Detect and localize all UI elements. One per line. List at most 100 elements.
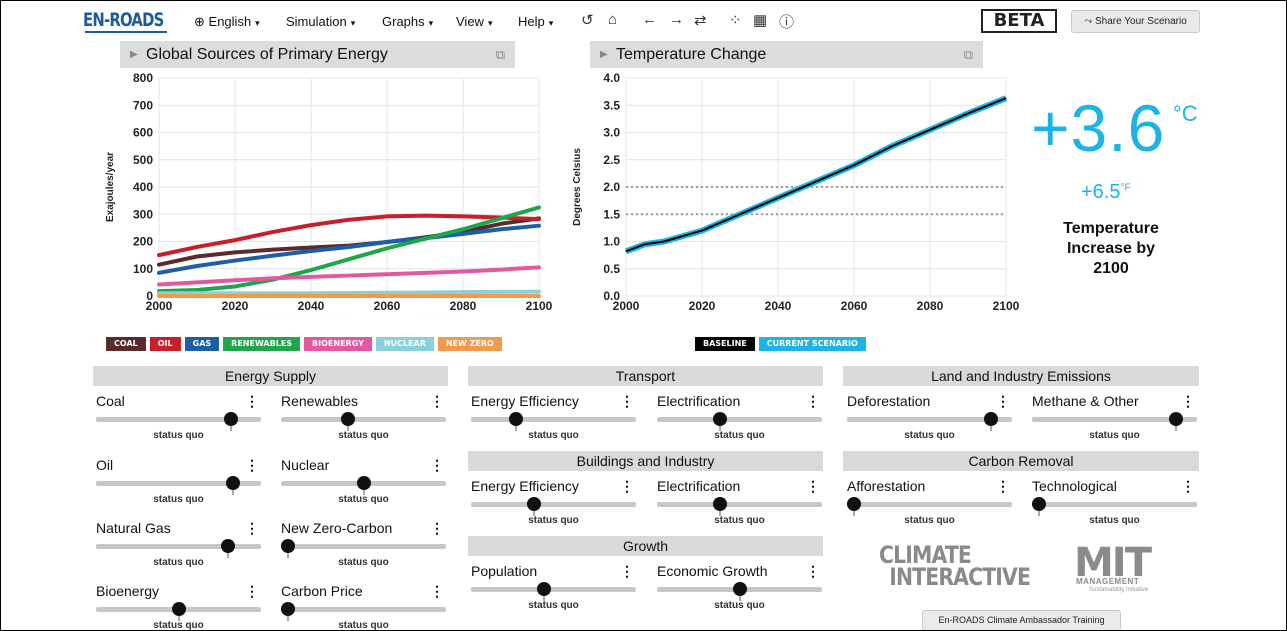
slider-knob[interactable] — [281, 602, 295, 616]
slider-track[interactable] — [471, 502, 636, 507]
graph1-header[interactable]: ▶ Global Sources of Primary Energy ⧉ — [120, 41, 515, 68]
more-options-icon[interactable]: ⋮ — [620, 393, 634, 409]
share-scenario-button[interactable]: ⤳ Share Your Scenario — [1071, 10, 1200, 33]
legend-item-baseline[interactable]: BASELINE — [695, 337, 755, 351]
home-icon[interactable]: ⌂ — [608, 11, 618, 28]
more-options-icon[interactable]: ⋮ — [430, 520, 444, 536]
slider-track[interactable] — [281, 417, 446, 422]
slider-technological[interactable]: Technological ⋮ status quo — [1032, 477, 1197, 526]
slider-economic-growth[interactable]: Economic Growth ⋮ status quo — [657, 562, 822, 611]
menu-view[interactable]: View ▾ — [456, 14, 492, 29]
copy-icon[interactable]: ⧉ — [963, 47, 973, 62]
slider-new-zero-carbon[interactable]: New Zero-Carbon ⋮ status quo — [281, 519, 446, 568]
slider-track[interactable] — [847, 502, 1012, 507]
expand-triangle-icon[interactable]: ▶ — [130, 49, 138, 60]
slider-knob[interactable] — [712, 497, 727, 511]
more-options-icon[interactable]: ⋮ — [996, 478, 1010, 494]
slider-buildings-efficiency[interactable]: Energy Efficiency ⋮ status quo — [471, 477, 636, 526]
slider-transport-electrification[interactable]: Electrification ⋮ status quo — [657, 392, 822, 441]
back-icon[interactable]: ← — [642, 11, 657, 28]
slider-methane-other[interactable]: Methane & Other ⋮ status quo — [1032, 392, 1197, 441]
more-options-icon[interactable]: ⋮ — [245, 457, 259, 473]
slider-knob[interactable] — [732, 582, 747, 596]
menu-help[interactable]: Help ▾ — [518, 14, 553, 29]
slider-carbon-price[interactable]: Carbon Price ⋮ status quo — [281, 582, 446, 630]
slider-track[interactable] — [281, 607, 446, 612]
slider-track[interactable] — [847, 417, 1012, 422]
slider-knob[interactable] — [847, 497, 861, 511]
slider-natural-gas[interactable]: Natural Gas ⋮ status quo — [96, 519, 261, 568]
slider-knob[interactable] — [224, 412, 239, 426]
slider-oil[interactable]: Oil ⋮ status quo — [96, 456, 261, 505]
slider-track[interactable] — [1032, 502, 1197, 507]
slider-knob[interactable] — [526, 497, 541, 511]
slider-track[interactable] — [96, 417, 261, 422]
slider-track[interactable] — [657, 502, 822, 507]
slider-deforestation[interactable]: Deforestation ⋮ status quo — [847, 392, 1012, 441]
more-options-icon[interactable]: ⋮ — [430, 457, 444, 473]
slider-knob[interactable] — [984, 412, 999, 426]
slider-renewables[interactable]: Renewables ⋮ status quo — [281, 392, 446, 441]
slider-knob[interactable] — [1032, 497, 1046, 511]
menu-simulation[interactable]: Simulation ▾ — [286, 14, 355, 29]
forward-icon[interactable]: → — [669, 11, 684, 28]
table-icon[interactable]: ▦ — [753, 12, 768, 29]
reset-icon[interactable]: ⇄ — [694, 12, 707, 29]
legend-item-oil[interactable]: OIL — [149, 337, 181, 351]
slider-knob[interactable] — [1169, 412, 1184, 426]
more-options-icon[interactable]: ⋮ — [620, 563, 634, 579]
legend-item-gas[interactable]: GAS — [184, 337, 220, 351]
slider-track[interactable] — [96, 544, 261, 549]
slider-knob[interactable] — [356, 476, 371, 490]
more-options-icon[interactable]: ⋮ — [430, 583, 444, 599]
slider-bioenergy[interactable]: Bioenergy ⋮ status quo — [96, 582, 261, 630]
slider-track[interactable] — [657, 417, 822, 422]
legend-item-bioenergy[interactable]: BIOENERGY — [304, 337, 372, 351]
more-options-icon[interactable]: ⋮ — [996, 393, 1010, 409]
slider-track[interactable] — [96, 481, 261, 486]
slider-buildings-electrification[interactable]: Electrification ⋮ status quo — [657, 477, 822, 526]
legend-item-renewables[interactable]: RENEWABLES — [223, 337, 301, 351]
slider-knob[interactable] — [537, 582, 552, 596]
slider-knob[interactable] — [225, 476, 240, 490]
slider-knob[interactable] — [508, 412, 523, 426]
en-roads-logo[interactable]: EN-ROADS — [83, 9, 164, 31]
more-options-icon[interactable]: ⋮ — [430, 393, 444, 409]
more-options-icon[interactable]: ⋮ — [1181, 393, 1195, 409]
slider-nuclear[interactable]: Nuclear ⋮ status quo — [281, 456, 446, 505]
legend-item-coal[interactable]: COAL — [106, 337, 146, 351]
slider-population[interactable]: Population ⋮ status quo — [471, 562, 636, 611]
slider-coal[interactable]: Coal ⋮ status quo — [96, 392, 261, 441]
slider-knob[interactable] — [712, 412, 727, 426]
slider-track[interactable] — [471, 417, 636, 422]
graph2-header[interactable]: ▶ Temperature Change ⧉ — [590, 41, 983, 68]
slider-knob[interactable] — [171, 602, 186, 616]
slider-knob[interactable] — [341, 412, 356, 426]
slider-track[interactable] — [1032, 417, 1197, 422]
slider-knob[interactable] — [221, 539, 236, 553]
info-icon[interactable]: ⓘ — [779, 14, 795, 31]
legend-item-new-zero[interactable]: NEW ZERO — [437, 337, 502, 351]
more-options-icon[interactable]: ⋮ — [806, 478, 820, 494]
legend-item-nuclear[interactable]: NUCLEAR — [375, 337, 434, 351]
copy-icon[interactable]: ⧉ — [495, 47, 505, 62]
slider-knob[interactable] — [281, 539, 295, 553]
ambassador-training-button[interactable]: En-ROADS Climate Ambassador Training — [922, 610, 1121, 630]
more-options-icon[interactable]: ⋮ — [620, 478, 634, 494]
more-options-icon[interactable]: ⋮ — [245, 520, 259, 536]
slider-track[interactable] — [281, 544, 446, 549]
legend-item-current-scenario[interactable]: CURRENT SCENARIO — [758, 337, 866, 351]
menu-graphs[interactable]: Graphs ▾ — [382, 14, 433, 29]
slider-track[interactable] — [471, 587, 636, 592]
menu-language[interactable]: ⊕ English ▾ — [194, 14, 260, 30]
more-options-icon[interactable]: ⋮ — [245, 393, 259, 409]
more-options-icon[interactable]: ⋮ — [806, 393, 820, 409]
slider-afforestation[interactable]: Afforestation ⋮ status quo — [847, 477, 1012, 526]
climate-interactive-logo[interactable]: CLIMATE INTERACTIVE — [879, 543, 1031, 589]
mit-logo[interactable]: MIT — [1074, 540, 1152, 586]
more-options-icon[interactable]: ⋮ — [806, 563, 820, 579]
slider-transport-efficiency[interactable]: Energy Efficiency ⋮ status quo — [471, 392, 636, 441]
expand-triangle-icon[interactable]: ▶ — [600, 49, 608, 60]
more-options-icon[interactable]: ⋮ — [245, 583, 259, 599]
compare-icon[interactable]: ⁘ — [729, 12, 742, 29]
